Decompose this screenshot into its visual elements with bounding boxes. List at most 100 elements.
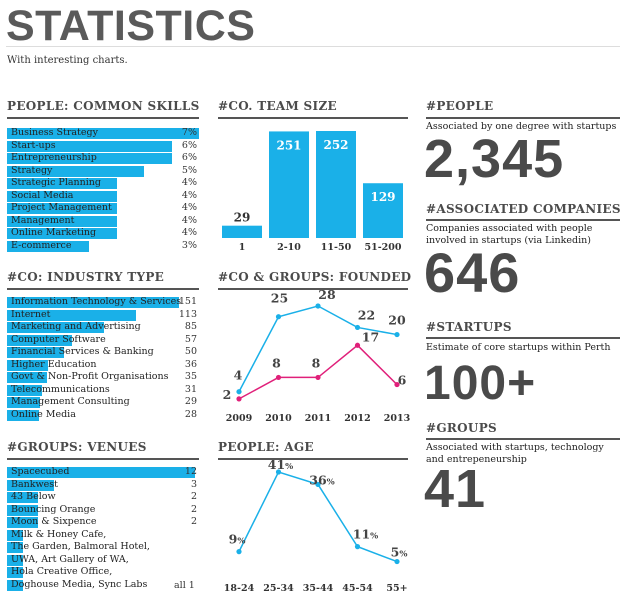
industry-row: Computer Software 57 <box>7 334 197 347</box>
venues-value: 3 <box>190 478 197 490</box>
founded-point <box>354 342 361 348</box>
skills-value: 3% <box>181 239 197 251</box>
founded-data-value: 6 <box>398 373 407 388</box>
team-size-value: 252 <box>323 138 348 152</box>
industry-label: Computer Software <box>11 333 106 345</box>
founded-data-label: 20 <box>388 313 406 328</box>
skills-bar <box>7 165 145 177</box>
age-data-value: 36 <box>309 472 327 487</box>
founded-point <box>394 381 400 388</box>
industry-row: Management Consulting 29 <box>7 396 197 409</box>
founded-chart-rule <box>218 288 408 290</box>
industry-bar <box>7 334 72 346</box>
venues-row: Bankwest 3 <box>7 479 197 492</box>
venues-label: 43 Below <box>11 491 56 502</box>
stat-groups-number: 41 <box>424 459 487 519</box>
stat-companies-description: Companies associated with people involve… <box>426 223 593 246</box>
skills-bar <box>7 240 90 252</box>
founded-point <box>236 389 242 395</box>
skills-value: 5% <box>181 164 197 176</box>
venues-value: 2 <box>190 516 197 527</box>
founded-data-value: 4 <box>234 368 243 383</box>
skills-row: Project Management 4% <box>7 202 197 215</box>
founded-chart-title: #CO & GROUPS: FOUNDED <box>218 270 412 284</box>
age-x-label: 35-44 <box>303 583 334 594</box>
skills-label: Strategic Planning <box>11 177 101 188</box>
founded-data-label: 6 <box>398 373 407 388</box>
industry-value: 151 <box>178 296 197 307</box>
stat-people-heading: #PEOPLE <box>426 99 494 113</box>
venues-extra-bar <box>7 529 23 541</box>
stat-groups-description: Associated with startups, technology and… <box>426 442 604 465</box>
venues-bar <box>7 504 39 516</box>
team-size-category: 11-50 <box>321 242 352 253</box>
age-point <box>275 469 282 475</box>
industry-chart-title: #CO: INDUSTRY TYPE <box>7 270 165 284</box>
industry-value: 113 <box>178 308 197 320</box>
venues-bar <box>7 517 39 528</box>
founded-data-value: 25 <box>271 291 288 306</box>
age-data-value: 9 <box>229 532 238 547</box>
skills-row: Social Media 4% <box>7 190 197 203</box>
page-subtitle: With interesting charts. <box>7 55 128 66</box>
founded-data-label: 25 <box>271 291 288 306</box>
founded-x-label: 2012 <box>344 413 370 424</box>
age-x-label: 45-54 <box>342 583 373 594</box>
industry-row: Higher Education 36 <box>7 359 197 372</box>
industry-row: Financial Services & Banking 50 <box>7 346 197 359</box>
venues-extra-label: Doghouse Media, Sync Labs <box>11 578 148 590</box>
age-data-suffix: % <box>327 477 335 487</box>
skills-row: Strategic Planning 4% <box>7 177 197 190</box>
skills-bar <box>7 140 172 152</box>
skills-value: 6% <box>181 152 197 163</box>
stat-companies-number: 646 <box>424 241 521 304</box>
industry-label: Information Technology & Services <box>11 296 182 307</box>
age-chart: 18-24 25-34 35-44 45-54 55+9%41%36%11%5% <box>224 460 408 594</box>
skills-bar <box>7 228 117 239</box>
stat-startups-rule <box>426 337 620 339</box>
venues-chart-title: #GROUPS: VENUES <box>7 440 147 454</box>
industry-label: Online Media <box>11 408 76 420</box>
founded-data-value: 17 <box>362 329 379 344</box>
team-size-chart-title: #CO. TEAM SIZE <box>218 99 337 113</box>
industry-label: Financial Services & Banking <box>11 346 154 357</box>
founded-x-label: 2013 <box>384 413 410 424</box>
industry-chart-rule <box>7 288 199 290</box>
founded-x-label: 2010 <box>265 413 292 424</box>
founded-point <box>275 314 282 320</box>
skills-bar <box>7 215 117 227</box>
venues-value: 2 <box>190 503 197 515</box>
founded-point <box>236 396 242 402</box>
age-point <box>394 558 400 565</box>
stat-startups-number: 100+ <box>424 357 537 410</box>
industry-row: Online Media 28 <box>7 409 197 422</box>
venues-value: 12 <box>184 466 197 477</box>
venues-bar <box>7 479 54 491</box>
age-data-label: 5% <box>391 545 408 560</box>
page-title: STATISTICS <box>6 2 256 50</box>
founded-point <box>315 303 321 309</box>
founded-data-label: 8 <box>312 355 321 370</box>
age-data-label: 9% <box>229 532 246 547</box>
industry-label: Govt & Non-Profit Organisations <box>11 371 169 382</box>
skills-value: 4% <box>181 202 197 213</box>
team-size-bar <box>316 131 356 238</box>
venues-row: Spacecubed 12 <box>7 466 197 479</box>
age-data-suffix: % <box>370 532 378 542</box>
team-size-category: 51-200 <box>365 242 402 253</box>
team-size-bar <box>222 225 262 238</box>
industry-bar <box>7 359 48 371</box>
stat-companies-rule <box>426 219 620 221</box>
skills-value: 4% <box>181 189 197 201</box>
venues-label: Spacecubed <box>11 466 70 477</box>
team-size-bar <box>363 183 403 238</box>
industry-label: Marketing and Advertising <box>11 321 141 332</box>
industry-bar <box>7 397 41 408</box>
team-size-category: 1 <box>239 242 246 253</box>
skills-label: Strategy <box>11 164 53 176</box>
founded-data-label: 28 <box>318 290 336 302</box>
skills-label: Management <box>11 214 75 226</box>
age-data-label: 36% <box>309 472 334 487</box>
industry-label: Higher Education <box>11 358 97 370</box>
industry-bar <box>7 372 47 383</box>
